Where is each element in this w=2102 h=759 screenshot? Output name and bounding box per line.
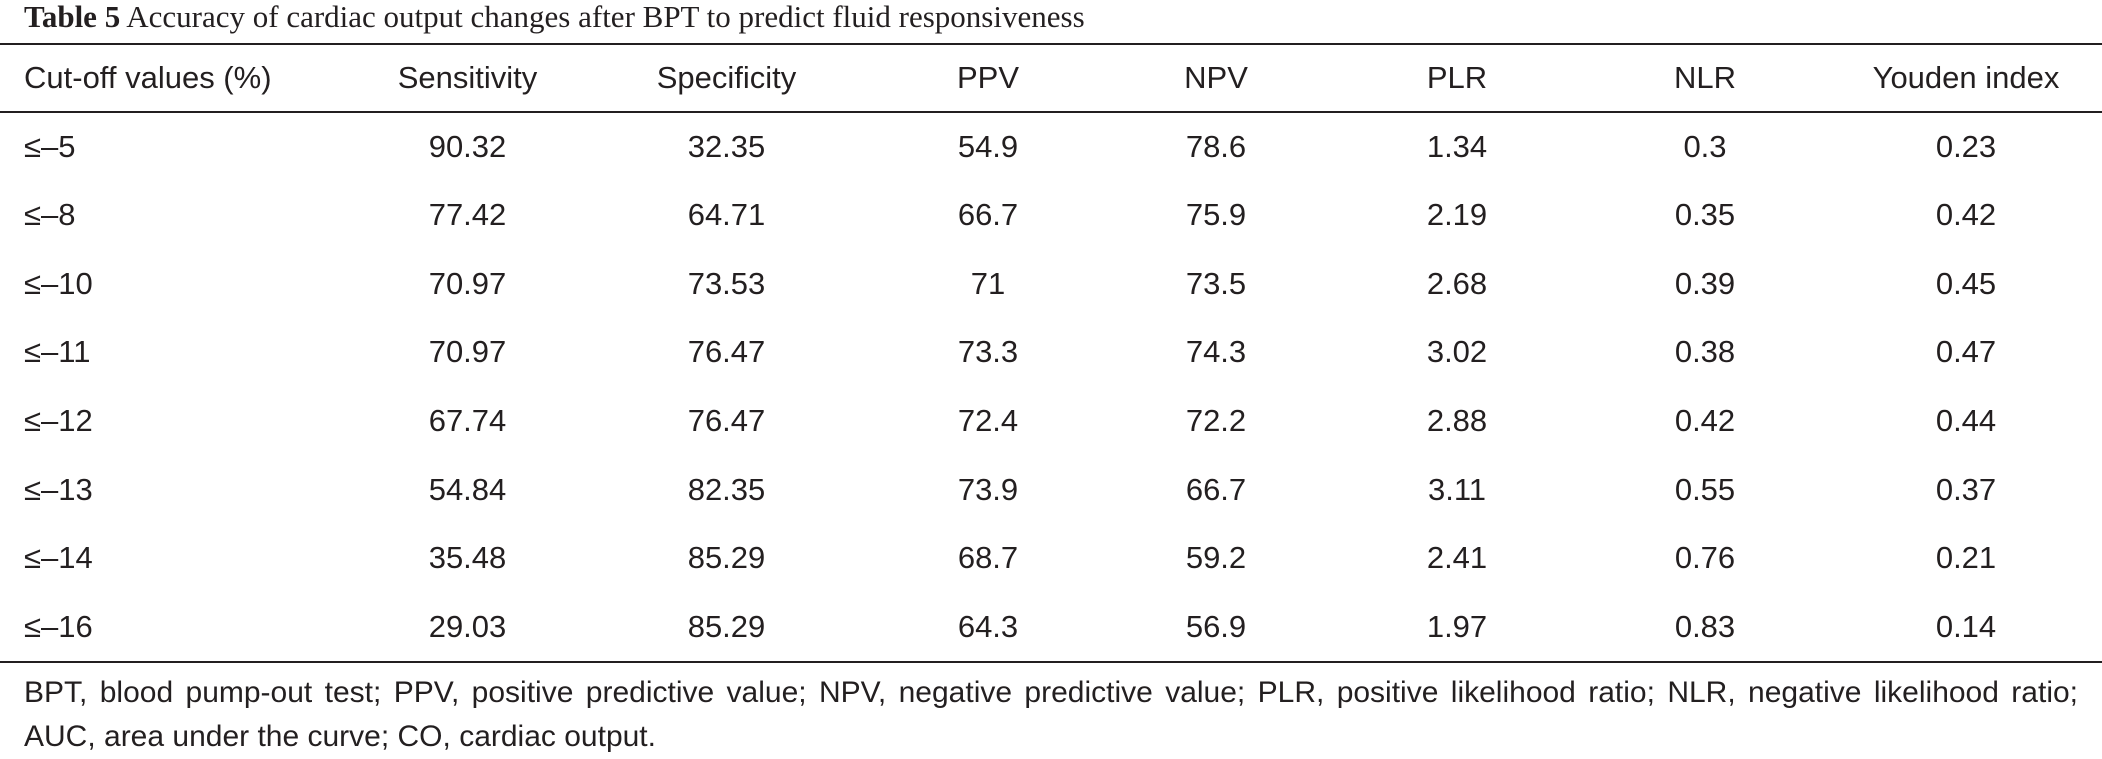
column-header-specificity: Specificity xyxy=(575,43,878,113)
cell-npv: 59.2 xyxy=(1185,540,1247,576)
cell-nlr: 0.55 xyxy=(1674,471,1736,507)
cell-ppv: 71 xyxy=(970,265,1006,301)
table-row: ≤–10 70.97 73.53 71 73.5 2.68 0.39 0.45 xyxy=(0,249,2102,318)
cell-nlr: 0.39 xyxy=(1674,265,1736,301)
cell-specificity: 82.35 xyxy=(687,471,766,507)
table-caption-label: Table 5 xyxy=(24,0,121,34)
cell-youden-index: 0.42 xyxy=(1935,197,1997,233)
cell-specificity: 85.29 xyxy=(687,540,766,576)
cell-cutoff: ≤–11 xyxy=(24,334,91,370)
cell-specificity: 76.47 xyxy=(687,334,766,370)
cell-sensitivity: 70.97 xyxy=(428,265,507,301)
cell-specificity: 76.47 xyxy=(687,403,766,439)
cell-ppv: 73.3 xyxy=(957,334,1019,370)
cell-cutoff: ≤–10 xyxy=(24,265,93,301)
cell-cutoff: ≤–8 xyxy=(24,197,76,233)
cell-npv: 74.3 xyxy=(1185,334,1247,370)
table-row: ≤–13 54.84 82.35 73.9 66.7 3.11 0.55 0.3… xyxy=(0,455,2102,524)
cell-youden-index: 0.37 xyxy=(1935,471,1997,507)
cell-plr: 3.11 xyxy=(1427,471,1487,507)
cell-sensitivity: 77.42 xyxy=(428,197,507,233)
cell-youden-index: 0.45 xyxy=(1935,265,1997,301)
column-header-ppv: PPV xyxy=(878,43,1098,113)
cell-plr: 2.88 xyxy=(1426,403,1488,439)
cell-nlr: 0.42 xyxy=(1674,403,1736,439)
cell-youden-index: 0.21 xyxy=(1935,540,1997,576)
cell-nlr: 0.38 xyxy=(1674,334,1736,370)
cell-ppv: 73.9 xyxy=(957,471,1019,507)
cell-npv: 78.6 xyxy=(1185,128,1247,164)
cell-sensitivity: 67.74 xyxy=(428,403,507,439)
column-header-sensitivity: Sensitivity xyxy=(360,43,575,113)
results-table: Cut-off values (%) Sensitivity Specifici… xyxy=(0,43,2102,663)
cell-ppv: 66.7 xyxy=(957,197,1019,233)
column-header-plr: PLR xyxy=(1334,43,1580,113)
cell-nlr: 0.35 xyxy=(1674,197,1736,233)
cell-nlr: 0.76 xyxy=(1674,540,1736,576)
table-row: ≤–8 77.42 64.71 66.7 75.9 2.19 0.35 0.42 xyxy=(0,181,2102,250)
cell-sensitivity: 54.84 xyxy=(428,471,507,507)
cell-specificity: 32.35 xyxy=(687,128,766,164)
cell-cutoff: ≤–5 xyxy=(24,128,76,164)
cell-nlr: 0.83 xyxy=(1580,592,1830,663)
cell-youden-index: 0.47 xyxy=(1935,334,1997,370)
cell-sensitivity: 70.97 xyxy=(428,334,507,370)
column-header-cutoff: Cut-off values (%) xyxy=(0,43,360,113)
table-caption: Table 5 Accuracy of cardiac output chang… xyxy=(24,0,1085,38)
cell-plr: 1.34 xyxy=(1426,128,1488,164)
cell-ppv: 68.7 xyxy=(957,540,1019,576)
table-caption-text: Accuracy of cardiac output changes after… xyxy=(126,0,1085,34)
cell-specificity: 85.29 xyxy=(575,592,878,663)
cell-ppv: 54.9 xyxy=(957,128,1019,164)
cell-cutoff: ≤–12 xyxy=(24,403,93,439)
cell-cutoff: ≤–16 xyxy=(0,592,360,663)
cell-plr: 2.19 xyxy=(1426,197,1488,233)
table-row: ≤–12 67.74 76.47 72.4 72.2 2.88 0.42 0.4… xyxy=(0,387,2102,456)
table-footnote: BPT, blood pump-out test; PPV, positive … xyxy=(24,676,2078,753)
cell-sensitivity: 90.32 xyxy=(428,128,507,164)
column-header-nlr: NLR xyxy=(1580,43,1830,113)
cell-npv: 75.9 xyxy=(1185,197,1247,233)
cell-plr: 2.41 xyxy=(1426,540,1488,576)
cell-ppv: 64.3 xyxy=(878,592,1098,663)
cell-sensitivity: 35.48 xyxy=(428,540,507,576)
cell-cutoff: ≤–13 xyxy=(24,471,93,507)
cell-npv: 73.5 xyxy=(1185,265,1247,301)
cell-youden-index: 0.44 xyxy=(1935,403,1997,439)
cell-cutoff: ≤–14 xyxy=(24,540,93,576)
cell-plr: 1.97 xyxy=(1334,592,1580,663)
cell-plr: 3.02 xyxy=(1426,334,1488,370)
cell-plr: 2.68 xyxy=(1426,265,1488,301)
cell-sensitivity: 29.03 xyxy=(360,592,575,663)
table-row: ≤–14 35.48 85.29 68.7 59.2 2.41 0.76 0.2… xyxy=(0,524,2102,593)
cell-youden-index: 0.23 xyxy=(1935,128,1997,164)
cell-specificity: 64.71 xyxy=(687,197,766,233)
table-row: ≤–11 70.97 76.47 73.3 74.3 3.02 0.38 0.4… xyxy=(0,318,2102,387)
column-header-youden-index: Youden index xyxy=(1830,43,2102,113)
cell-npv: 72.2 xyxy=(1185,403,1247,439)
cell-npv: 66.7 xyxy=(1185,471,1247,507)
table-row: ≤–16 29.03 85.29 64.3 56.9 1.97 0.83 0.1… xyxy=(0,592,2102,663)
table-row: ≤–5 90.32 32.35 54.9 78.6 1.34 0.3 0.23 xyxy=(0,112,2102,181)
column-header-npv: NPV xyxy=(1098,43,1334,113)
cell-nlr: 0.3 xyxy=(1683,128,1727,164)
cell-ppv: 72.4 xyxy=(957,403,1019,439)
table-header-row: Cut-off values (%) Sensitivity Specifici… xyxy=(0,43,2102,113)
cell-specificity: 73.53 xyxy=(687,265,766,301)
cell-youden-index: 0.14 xyxy=(1830,592,2102,663)
cell-npv: 56.9 xyxy=(1098,592,1334,663)
